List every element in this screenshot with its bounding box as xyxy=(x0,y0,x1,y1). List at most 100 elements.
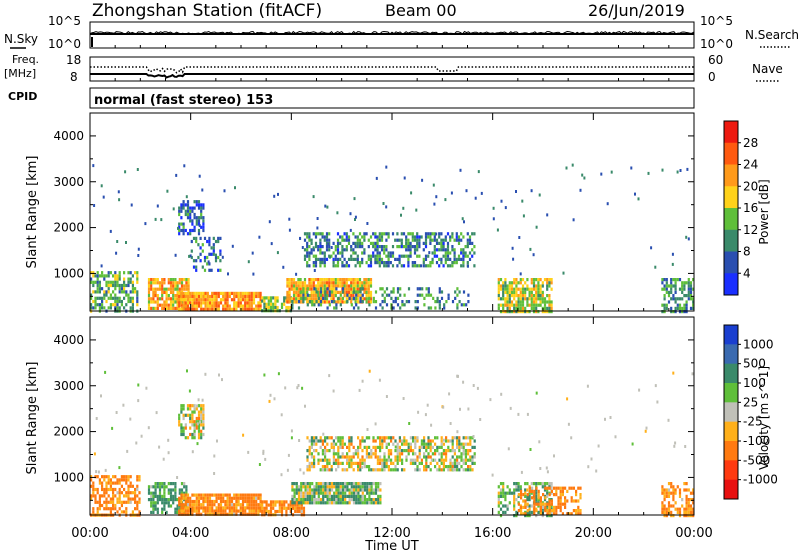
heatmap-cell xyxy=(681,284,684,288)
heatmap-cell xyxy=(306,455,309,459)
heatmap-cell xyxy=(150,485,153,489)
heatmap-cell xyxy=(566,499,569,503)
heatmap-cell xyxy=(438,290,441,294)
heatmap-cell xyxy=(206,503,209,507)
heatmap-cell xyxy=(412,436,415,440)
heatmap-cell xyxy=(182,291,185,295)
heatmap-cell xyxy=(391,254,395,258)
heatmap-cell xyxy=(195,307,198,311)
heatmap-cell xyxy=(319,303,323,307)
heatmap-cell xyxy=(186,407,190,411)
heatmap-cell xyxy=(306,468,309,472)
heatmap-cell xyxy=(449,461,452,465)
heatmap-cell xyxy=(114,280,117,284)
heatmap-cell xyxy=(425,449,428,453)
heatmap-cell xyxy=(137,247,140,251)
heatmap-cell xyxy=(356,278,359,282)
heatmap-cell xyxy=(178,278,181,282)
heatmap-cell xyxy=(469,439,472,443)
heatmap-cell xyxy=(521,297,525,301)
heatmap-cell xyxy=(489,398,492,402)
heatmap-cell xyxy=(681,281,684,285)
heatmap-cell xyxy=(460,238,463,242)
heatmap-cell xyxy=(129,280,132,284)
heatmap-cell xyxy=(348,439,351,443)
heatmap-cell xyxy=(274,302,277,306)
heatmap-cell xyxy=(480,191,483,195)
heatmap-cell xyxy=(330,498,334,502)
heatmap-cell xyxy=(521,278,525,282)
heatmap-cell xyxy=(96,507,99,511)
heatmap-cell xyxy=(524,482,527,486)
heatmap-cell xyxy=(311,491,314,495)
heatmap-cell xyxy=(186,413,190,417)
heatmap-cell xyxy=(427,442,430,446)
heatmap-cell xyxy=(337,494,340,498)
heatmap-cell xyxy=(92,280,95,284)
heatmap-cell xyxy=(377,488,380,492)
heatmap-cell xyxy=(689,514,693,518)
heatmap-cell xyxy=(546,306,549,310)
heatmap-cell xyxy=(182,298,185,302)
heatmap-cell xyxy=(326,436,329,440)
heatmap-cell xyxy=(458,436,461,440)
heatmap-cell xyxy=(687,504,690,508)
heatmap-cell xyxy=(330,246,333,249)
heatmap-cell xyxy=(392,300,395,304)
heatmap-cell xyxy=(323,238,326,242)
heatmap-cell xyxy=(610,170,613,174)
heatmap-cell xyxy=(357,498,360,502)
heatmap-cell xyxy=(502,284,505,288)
heatmap-cell xyxy=(343,442,346,446)
heatmap-cell xyxy=(172,303,175,307)
heatmap-cell xyxy=(515,310,518,314)
heatmap-cell xyxy=(678,297,682,301)
heatmap-cell xyxy=(447,293,450,297)
heatmap-cell xyxy=(101,494,104,498)
heatmap-cell xyxy=(314,254,318,258)
heatmap-cell xyxy=(185,284,188,288)
heatmap-cell xyxy=(244,493,247,497)
heatmap-cell xyxy=(315,290,318,294)
heatmap-cell xyxy=(390,436,393,440)
heatmap-cell xyxy=(250,503,253,507)
colorbar-segment xyxy=(724,325,738,345)
heatmap-cell xyxy=(336,248,340,252)
heatmap-cell xyxy=(152,281,155,285)
heatmap-cell xyxy=(295,287,298,291)
heatmap-cell xyxy=(427,436,430,440)
heatmap-cell xyxy=(197,413,201,417)
heatmap-cell xyxy=(222,298,225,302)
heatmap-cell xyxy=(506,507,509,511)
heatmap-cell xyxy=(456,439,459,443)
heatmap-cell xyxy=(348,465,351,469)
heatmap-cell xyxy=(502,281,505,285)
heatmap-cell xyxy=(109,283,112,288)
heatmap-cell xyxy=(337,296,340,300)
heatmap-cell xyxy=(520,496,523,500)
heatmap-cell xyxy=(262,451,265,455)
heatmap-cell xyxy=(438,445,441,449)
heatmap-cell xyxy=(317,290,320,294)
heatmap-cell xyxy=(321,458,324,462)
heatmap-cell xyxy=(550,278,553,282)
heatmap-cell xyxy=(444,235,447,239)
heatmap-cell xyxy=(539,303,542,307)
heatmap-cell xyxy=(337,482,340,486)
heatmap-cell xyxy=(504,278,507,282)
heatmap-cell xyxy=(519,306,522,310)
heatmap-cell xyxy=(469,468,472,472)
heatmap-cell xyxy=(303,294,307,298)
heatmap-cell xyxy=(686,167,689,171)
heatmap-cell xyxy=(288,294,291,298)
heatmap-cell xyxy=(550,504,553,508)
heatmap-cell xyxy=(513,278,516,282)
heatmap-cell xyxy=(208,301,212,305)
heatmap-cell xyxy=(363,439,366,443)
heatmap-cell xyxy=(365,300,368,304)
heatmap-cell xyxy=(374,449,377,453)
heatmap-cell xyxy=(457,238,461,242)
heatmap-cell xyxy=(405,300,408,304)
heatmap-cell xyxy=(244,506,247,510)
heatmap-cell xyxy=(491,473,494,477)
